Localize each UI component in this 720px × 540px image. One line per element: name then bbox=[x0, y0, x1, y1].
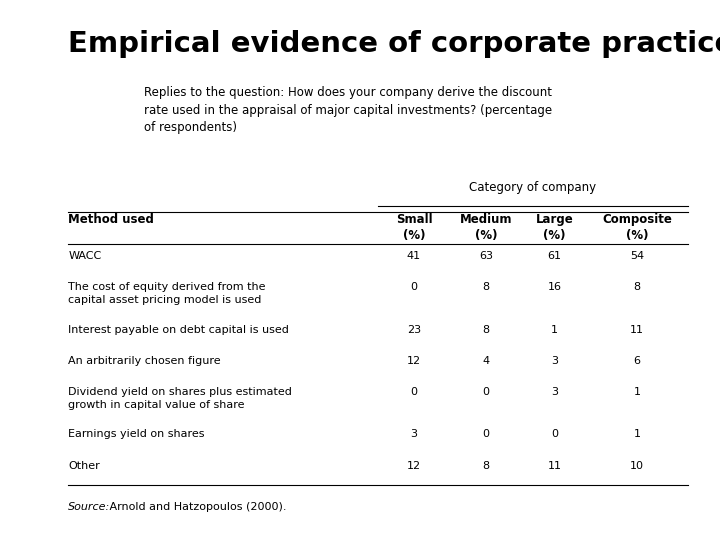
Text: Source:: Source: bbox=[68, 502, 111, 512]
Text: Composite
(%): Composite (%) bbox=[602, 213, 672, 242]
Text: 0: 0 bbox=[551, 429, 558, 440]
Text: The cost of equity derived from the
capital asset pricing model is used: The cost of equity derived from the capi… bbox=[68, 282, 266, 305]
Text: Other: Other bbox=[68, 461, 100, 471]
Text: Earnings yield on shares: Earnings yield on shares bbox=[68, 429, 205, 440]
Text: 54: 54 bbox=[630, 251, 644, 261]
Text: 12: 12 bbox=[407, 461, 421, 471]
Text: Arnold and Hatzopoulos (2000).: Arnold and Hatzopoulos (2000). bbox=[106, 502, 287, 512]
Text: 1: 1 bbox=[634, 387, 641, 397]
Text: 11: 11 bbox=[547, 461, 562, 471]
Text: 8: 8 bbox=[482, 282, 490, 293]
Text: 4: 4 bbox=[482, 356, 490, 366]
Text: 0: 0 bbox=[410, 282, 418, 293]
Text: 16: 16 bbox=[547, 282, 562, 293]
Text: 0: 0 bbox=[482, 429, 490, 440]
Text: Interest payable on debt capital is used: Interest payable on debt capital is used bbox=[68, 325, 289, 335]
Text: Large
(%): Large (%) bbox=[536, 213, 573, 242]
Text: 1: 1 bbox=[551, 325, 558, 335]
Text: 3: 3 bbox=[410, 429, 418, 440]
Text: 6: 6 bbox=[634, 356, 641, 366]
Text: 12: 12 bbox=[407, 356, 421, 366]
Text: Replies to the question: How does your company derive the discount
rate used in : Replies to the question: How does your c… bbox=[144, 86, 552, 134]
Text: 3: 3 bbox=[551, 387, 558, 397]
Text: An arbitrarily chosen figure: An arbitrarily chosen figure bbox=[68, 356, 221, 366]
Text: Category of company: Category of company bbox=[469, 181, 596, 194]
Text: 3: 3 bbox=[551, 356, 558, 366]
Text: 23: 23 bbox=[407, 325, 421, 335]
Text: Medium
(%): Medium (%) bbox=[460, 213, 512, 242]
Text: Small
(%): Small (%) bbox=[396, 213, 432, 242]
Text: 10: 10 bbox=[630, 461, 644, 471]
Text: 41: 41 bbox=[407, 251, 421, 261]
Text: 8: 8 bbox=[634, 282, 641, 293]
Text: 61: 61 bbox=[547, 251, 562, 261]
Text: Method used: Method used bbox=[68, 213, 154, 226]
Text: 8: 8 bbox=[482, 461, 490, 471]
Text: 0: 0 bbox=[410, 387, 418, 397]
Text: Empirical evidence of corporate practice: Empirical evidence of corporate practice bbox=[68, 30, 720, 58]
Text: 1: 1 bbox=[634, 429, 641, 440]
Text: 11: 11 bbox=[630, 325, 644, 335]
Text: WACC: WACC bbox=[68, 251, 102, 261]
Text: 63: 63 bbox=[479, 251, 493, 261]
Text: 0: 0 bbox=[482, 387, 490, 397]
Text: 8: 8 bbox=[482, 325, 490, 335]
Text: Dividend yield on shares plus estimated
growth in capital value of share: Dividend yield on shares plus estimated … bbox=[68, 387, 292, 410]
